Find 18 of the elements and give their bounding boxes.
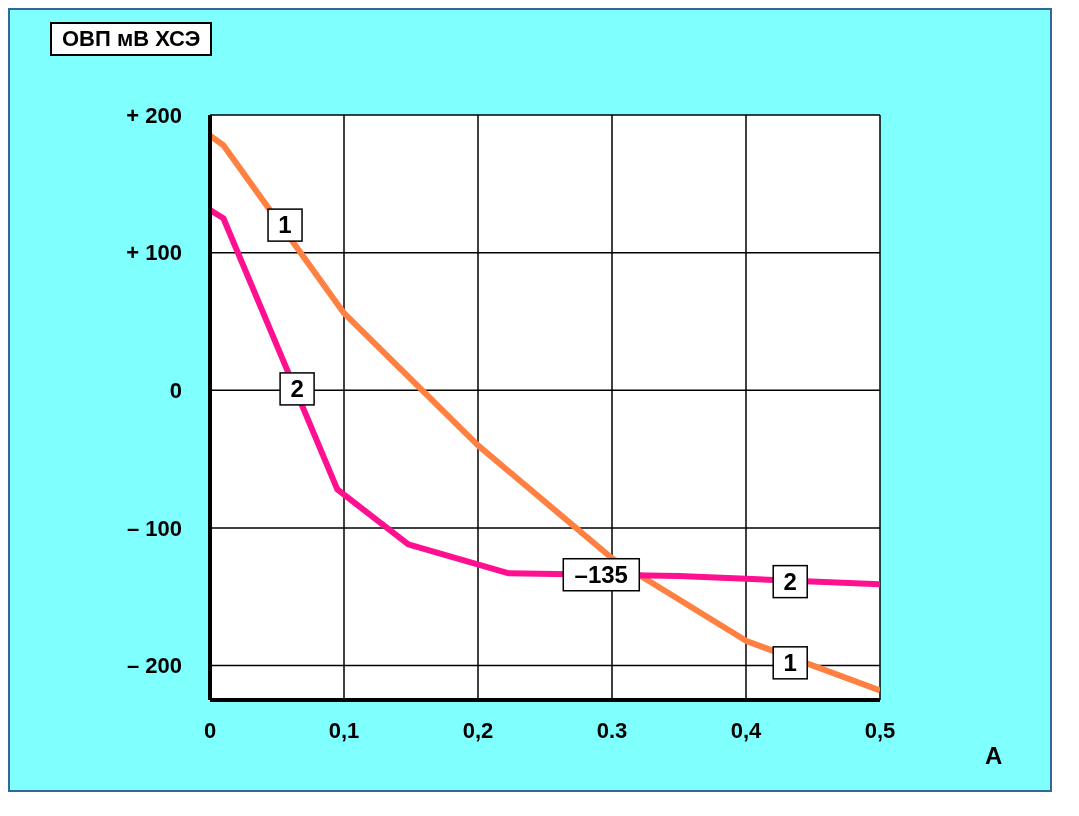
y-axis-title: ОВП мВ ХСЭ	[50, 22, 213, 56]
annotation: 1	[278, 211, 292, 239]
y-tick-label: 0	[169, 378, 182, 404]
annotation: 2	[290, 374, 304, 402]
y-tick-label: – 100	[126, 515, 182, 541]
x-tick-label: 0,4	[730, 717, 763, 743]
y-tick-label: – 200	[126, 653, 182, 679]
x-axis-title: A	[985, 742, 1003, 770]
annotation: 2	[783, 567, 797, 595]
x-tick-label: 0,1	[328, 717, 360, 743]
annotation: 1	[783, 648, 797, 676]
x-tick-label: 0.3	[596, 717, 628, 743]
x-tick-label: 0,2	[462, 717, 494, 743]
y-tick-label: + 100	[126, 240, 182, 266]
x-tick-label: 0	[203, 717, 217, 743]
y-tick-label: + 200	[126, 102, 182, 128]
x-tick-label: 0,5	[864, 717, 896, 743]
annotation: –135	[574, 560, 628, 588]
